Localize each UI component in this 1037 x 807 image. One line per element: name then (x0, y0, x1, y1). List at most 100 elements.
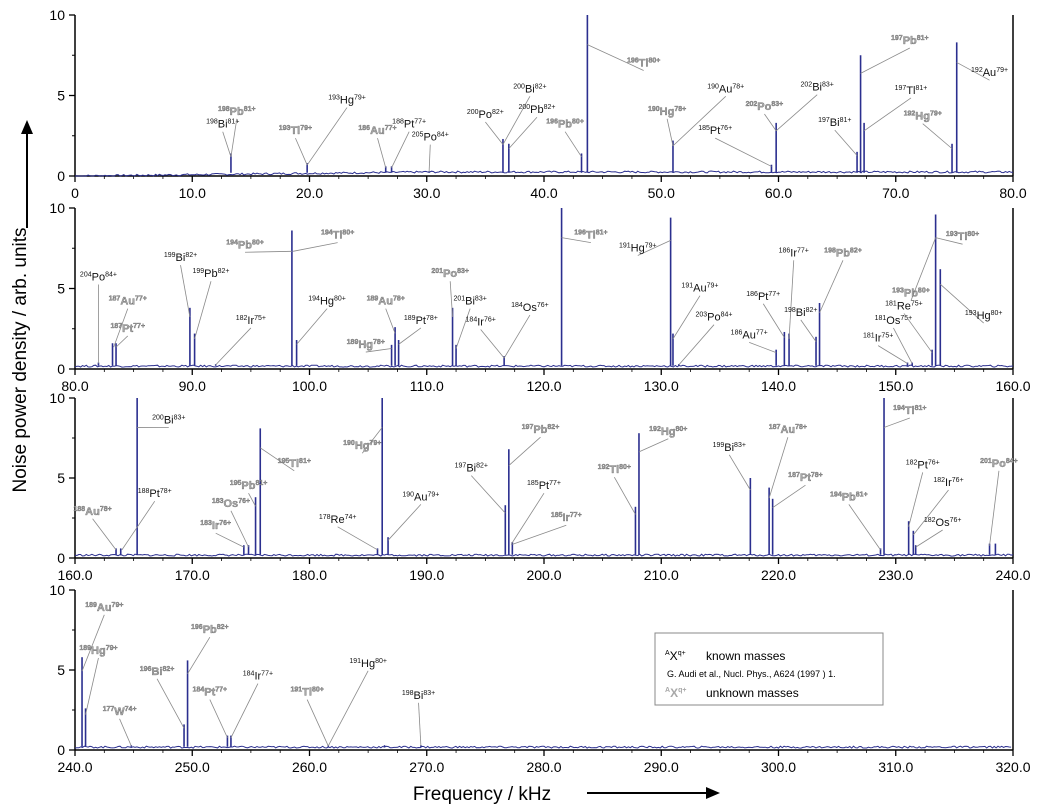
label-leader (775, 94, 818, 132)
peak-label: 181Re75+ (885, 300, 923, 312)
x-tick-label: 210.0 (644, 567, 679, 583)
peak-label: 187Au77+ (109, 296, 147, 308)
peak-label: 184Ir77+ (243, 671, 273, 683)
noise-trace (74, 745, 1012, 749)
legend-unknown-text: unknown masses (706, 686, 799, 700)
x-axis-arrowhead (706, 787, 720, 799)
panel-1: 0 5 10 0 10.0 20.0 30.0 40.0 50.0 60.0 70.0 80.0 198… (49, 7, 1026, 201)
peak-label: 187Pt77+ (110, 323, 145, 335)
x-tick-label: 280.0 (526, 759, 561, 775)
label-leader (306, 699, 329, 747)
label-leader (915, 529, 943, 548)
label-leader (834, 129, 858, 156)
label-leader (893, 327, 913, 364)
legend-reference: G. Audi et al., Nucl. Phys., A624 (1997 … (667, 669, 836, 679)
y-axis-arrowhead (21, 120, 33, 134)
label-leader (385, 308, 396, 334)
x-tick-label: 110.0 (410, 378, 444, 394)
peak-label: 187Pt78+ (788, 472, 823, 484)
peak-label: 190Au79+ (402, 491, 439, 503)
peak-label: 190Au78+ (707, 83, 744, 95)
peak-label: 189Au79+ (85, 602, 123, 614)
x-tick-label: 320.0 (995, 759, 1030, 775)
label-leader (398, 327, 422, 345)
label-leader (455, 308, 471, 349)
peak-label: 190Hg79+ (343, 440, 381, 452)
label-leader (908, 472, 924, 527)
label-leader (564, 131, 582, 158)
label-leader (508, 116, 538, 149)
y-tick-label: 0 (57, 168, 65, 184)
peak-label: 189Au78+ (367, 296, 405, 308)
legend-box (654, 632, 884, 706)
x-tick-label: 80.0 (61, 378, 88, 394)
peak-label: 188Pt77+ (392, 119, 426, 131)
label-leader (772, 484, 806, 509)
label-leader (848, 504, 881, 551)
label-leader (480, 329, 505, 359)
label-leader (940, 283, 984, 324)
peak-label: 191Hg79+ (619, 242, 657, 254)
y-tick-label: 0 (57, 742, 65, 758)
label-leader (260, 447, 295, 472)
peak-label: 196Pb80+ (546, 119, 584, 131)
peak-label: 185Pt77+ (527, 480, 561, 492)
peak-label: 196Tl80+ (627, 58, 660, 70)
peak-label: 188Au78+ (73, 506, 111, 518)
label-leader (877, 345, 908, 364)
x-tick-label: 310.0 (878, 759, 913, 775)
label-leader (327, 670, 369, 747)
label-leader (230, 683, 259, 738)
x-tick-label: 260.0 (292, 759, 327, 775)
peak-label: 199Bi83+ (713, 442, 746, 454)
peak-label: 191Tl80+ (290, 687, 323, 699)
label-leader (230, 118, 238, 157)
label-leader (209, 699, 228, 738)
label-leader (230, 510, 249, 548)
peak-label: 194Tl81+ (893, 405, 926, 417)
peak-label: 197Pb82+ (522, 424, 560, 436)
label-leader (248, 493, 256, 507)
peak-label: 181Ir75+ (863, 333, 893, 345)
label-leader (672, 295, 701, 340)
x-tick-label: 250.0 (175, 759, 210, 775)
peak-label: 198Pb81+ (218, 106, 256, 118)
label-leader (215, 532, 245, 548)
x-tick-label: 160.0 (57, 567, 92, 583)
x-tick-label: 140.0 (761, 378, 796, 394)
x-tick-label: 240.0 (995, 567, 1030, 583)
x-tick-label: 170.0 (175, 567, 210, 583)
peak-label: 186Pt77+ (746, 291, 780, 303)
label-leader (485, 121, 504, 145)
x-tick-label: 270.0 (409, 759, 444, 775)
peak-label: 200Pb82+ (518, 104, 555, 116)
y-tick-label: 0 (57, 361, 65, 377)
peak-label: 198Bi83+ (402, 690, 435, 702)
label-leader (587, 44, 644, 71)
peak-label: 191Au79+ (681, 283, 718, 295)
label-leader (638, 438, 669, 453)
x-tick-label: 200.0 (526, 567, 561, 583)
peak-label: 194Tl80+ (321, 230, 354, 242)
label-leader (428, 144, 431, 172)
label-leader (81, 614, 105, 672)
x-tick-label: 130.0 (644, 378, 679, 394)
peak-label: 191Hg80+ (349, 658, 387, 670)
label-leader (449, 281, 453, 318)
peak-label: 197Pb81+ (891, 35, 929, 47)
y-tick-label: 5 (57, 662, 65, 678)
label-leader (883, 417, 910, 428)
label-leader (715, 137, 772, 167)
label-leader (180, 265, 191, 318)
label-leader (365, 348, 392, 353)
peak-label: 193Tl79+ (279, 125, 312, 137)
label-leader (296, 308, 328, 345)
x-tick-label: 10.0 (179, 185, 206, 201)
y-axis-label: Noise power density / arb. units (10, 227, 31, 492)
chart-panels: 0 5 10 0 10.0 20.0 30.0 40.0 50.0 60.0 70.0 80.0 198… (49, 7, 1030, 775)
peak-label: 194Hg80+ (308, 296, 346, 308)
x-tick-label: 150.0 (878, 378, 913, 394)
x-tick-label: 220.0 (761, 567, 796, 583)
peak-label: 186Ir77+ (779, 247, 809, 259)
label-leader (819, 260, 844, 314)
